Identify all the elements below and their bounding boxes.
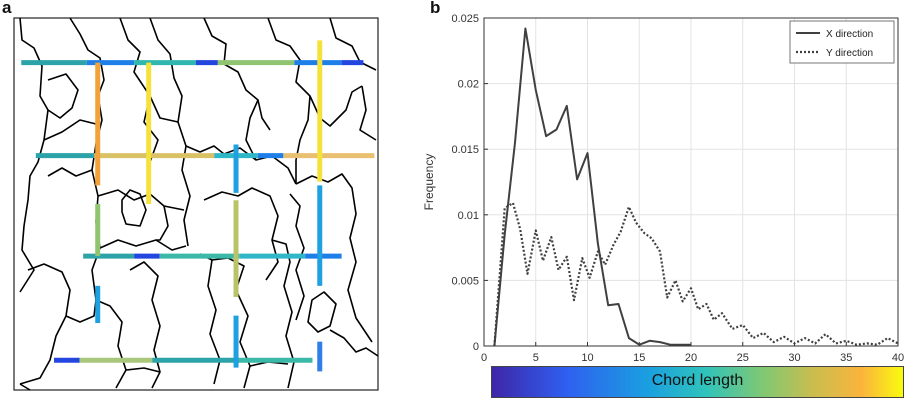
panel-label-b: b <box>430 0 441 17</box>
grid-lines <box>483 17 899 347</box>
y-tick-label-1: 0.005 <box>451 275 479 287</box>
y-tick-label-2: 0.01 <box>458 210 479 222</box>
y-tick-label-0: 0 <box>473 341 479 353</box>
y-tick-label-4: 0.02 <box>458 79 479 91</box>
x-tick-label-2: 10 <box>581 352 593 364</box>
series-lines <box>493 27 899 347</box>
x-tick-label-6: 30 <box>788 352 800 364</box>
legend-box <box>789 20 895 64</box>
colorbar-label: Chord length <box>651 372 744 389</box>
chord-lines <box>21 40 375 372</box>
x-tick-label-1: 5 <box>533 352 539 364</box>
panel-label-a: a <box>2 0 12 17</box>
x-tick-label-0: 0 <box>481 352 487 364</box>
x-tick-label-8: 40 <box>892 352 904 364</box>
x-tick-label-4: 20 <box>685 352 697 364</box>
colorbar: Chord length <box>491 366 904 398</box>
legend: X direction Y direction <box>789 20 895 64</box>
y-ticks: 0 0.005 0.01 0.015 0.02 0.025 <box>451 13 488 353</box>
x-ticks: 0 5 10 15 20 25 30 35 40 <box>481 342 904 364</box>
y-tick-label-5: 0.025 <box>451 13 479 25</box>
x-tick-label-3: 15 <box>633 352 645 364</box>
grain-boundaries <box>19 17 379 391</box>
series-line-x-direction <box>493 27 691 347</box>
y-axis-label: Frequency <box>422 154 436 211</box>
x-tick-label-7: 35 <box>840 352 852 364</box>
x-tick-label-5: 25 <box>737 352 749 364</box>
legend-label-x-direction: X direction <box>826 29 873 40</box>
legend-label-y-direction: Y direction <box>826 48 873 59</box>
y-tick-label-3: 0.015 <box>451 144 479 156</box>
series-line-y-direction <box>493 201 899 347</box>
